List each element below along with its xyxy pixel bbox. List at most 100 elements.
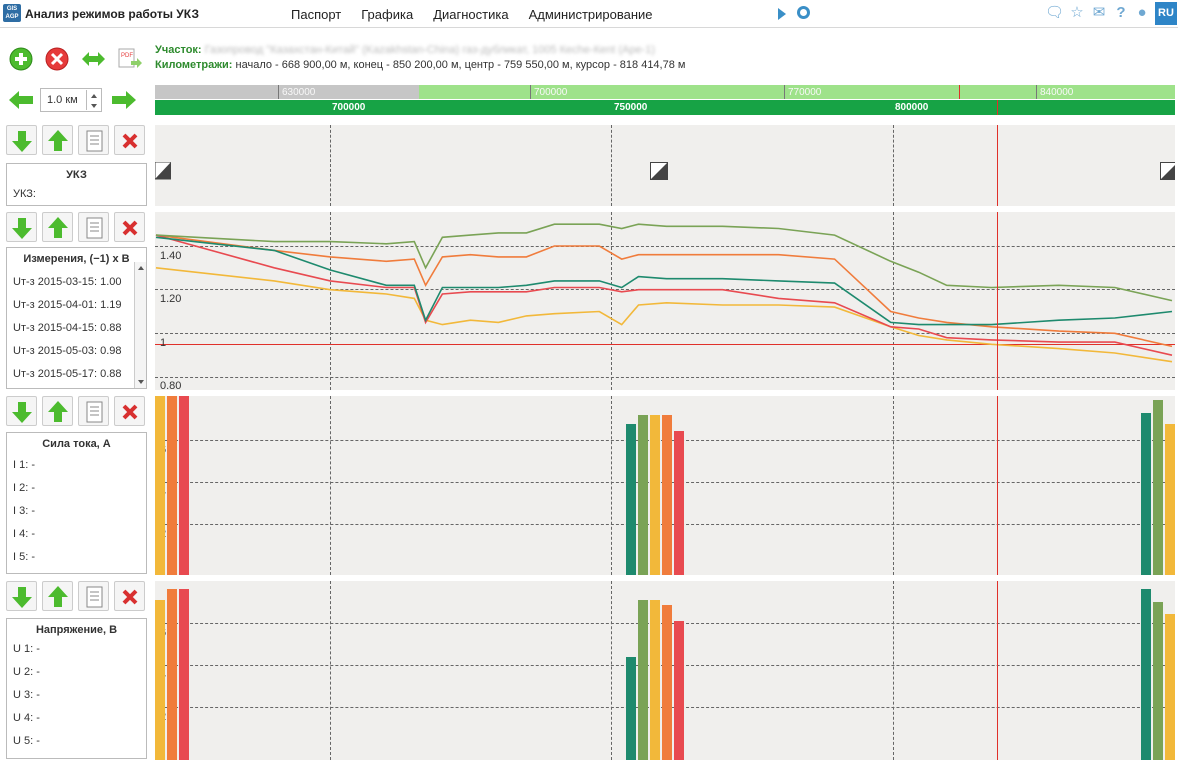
current-plot[interactable]: 6 4 2 — [155, 396, 1175, 575]
bar — [1152, 399, 1163, 575]
axis-bottom-tick: 700000 — [332, 102, 366, 113]
scale-value: 1.0 км — [47, 94, 78, 106]
star-icon[interactable]: ☆ — [1070, 4, 1084, 21]
bar — [626, 657, 637, 760]
remove-panel-button[interactable] — [114, 396, 145, 426]
measurement-series-line — [155, 267, 1173, 363]
delete-button[interactable] — [42, 44, 73, 74]
details-icon — [86, 217, 103, 239]
language-button[interactable]: RU — [1155, 2, 1177, 25]
bar — [674, 620, 685, 760]
menu-item-graphics[interactable]: Графика — [361, 7, 414, 22]
cursor-line — [997, 581, 998, 760]
move-up-button[interactable] — [42, 212, 73, 242]
grid-line — [893, 396, 894, 575]
scroll-left-button[interactable] — [6, 85, 37, 115]
details-button[interactable] — [78, 212, 109, 242]
top-bar: GIS AGP Анализ режимов работы УКЗ Паспор… — [0, 0, 1178, 28]
scroll-down-icon[interactable] — [135, 377, 147, 387]
play-icon[interactable] — [778, 8, 786, 20]
main-menu: Паспорт Графика Диагностика Администриро… — [291, 7, 653, 22]
ukz-title: УКЗ — [66, 169, 87, 181]
section-value: Газопровод "Казахстан-Китай" (Kazakhstan… — [204, 44, 656, 56]
move-up-button[interactable] — [42, 581, 73, 611]
measurement-series-line — [155, 223, 1173, 302]
scroll-up-icon[interactable] — [135, 263, 147, 273]
scroll-right-button[interactable] — [108, 85, 139, 115]
voltage-title: Напряжение, В — [35, 624, 118, 636]
overview-visible-range[interactable] — [419, 85, 1175, 99]
grid-line — [330, 581, 331, 760]
chat-icon[interactable]: 🗨 — [1045, 4, 1065, 21]
bar — [1140, 413, 1151, 575]
y-tick-label: 0.80 — [160, 380, 182, 390]
export-pdf-button[interactable]: PDF — [114, 44, 145, 74]
expand-button[interactable] — [78, 44, 109, 74]
voltage-item: U 1: - — [13, 643, 40, 655]
voltage-legend: Напряжение, В U 1: - U 2: - U 3: - U 4: … — [6, 618, 147, 759]
move-down-button[interactable] — [6, 581, 37, 611]
km-label: Километражи: — [155, 59, 233, 71]
remove-panel-button[interactable] — [114, 125, 145, 155]
voltage-item: U 3: - — [13, 689, 40, 701]
move-up-button[interactable] — [42, 396, 73, 426]
measurements-plot[interactable]: 1.40 1.20 1 0.80 — [155, 212, 1175, 390]
user-icon[interactable]: ● — [1137, 4, 1147, 21]
bar — [674, 431, 685, 575]
move-down-button[interactable] — [6, 212, 37, 242]
bar — [167, 588, 177, 760]
remove-panel-icon — [122, 133, 138, 149]
refresh-icon[interactable] — [797, 6, 810, 19]
ukz-marker-icon[interactable] — [650, 162, 668, 180]
details-button[interactable] — [78, 581, 109, 611]
menu-item-admin[interactable]: Администрирование — [528, 7, 653, 22]
mail-icon[interactable]: ✉ — [1092, 4, 1106, 21]
grid-line — [893, 212, 894, 390]
measurement-item: Uт-з 2015-05-17: 0.88 — [13, 368, 122, 380]
app-title: Анализ режимов работы УКЗ — [25, 7, 200, 21]
measurements-scrollbar[interactable] — [134, 262, 146, 388]
bar — [1152, 602, 1163, 760]
move-down-button[interactable] — [6, 396, 37, 426]
current-item: I 1: - — [13, 459, 36, 471]
axis-cursor-mark — [959, 85, 960, 99]
bar — [155, 600, 165, 760]
help-icon[interactable]: ? — [1116, 4, 1126, 21]
move-down-icon — [12, 402, 32, 423]
grid-line — [330, 396, 331, 575]
grid-line — [330, 212, 331, 390]
details-button[interactable] — [78, 396, 109, 426]
menu-item-passport[interactable]: Паспорт — [291, 7, 342, 22]
spinner-up-icon[interactable] — [86, 90, 100, 100]
move-up-button[interactable] — [42, 125, 73, 155]
current-title: Сила тока, А — [42, 438, 111, 450]
move-up-icon — [48, 217, 68, 238]
reference-line — [155, 344, 1175, 345]
remove-panel-icon — [122, 220, 138, 236]
scale-spinner[interactable]: 1.0 км — [40, 88, 102, 112]
add-button[interactable] — [6, 44, 37, 74]
move-down-button[interactable] — [6, 125, 37, 155]
bar — [662, 604, 673, 760]
measurement-item: Uт-з 2015-03-15: 1.00 — [13, 276, 122, 288]
menu-item-diagnostics[interactable]: Диагностика — [433, 7, 509, 22]
voltage-plot[interactable]: 6 4 2 — [155, 581, 1175, 760]
move-up-icon — [48, 130, 68, 151]
ukz-marker-icon[interactable] — [1160, 162, 1175, 180]
voltage-item: U 2: - — [13, 666, 40, 678]
ukz-plot[interactable] — [155, 125, 1175, 206]
spinner-down-icon[interactable] — [86, 100, 100, 110]
axis-tick-mark — [1036, 85, 1037, 99]
section-label: Участок: — [155, 44, 202, 56]
details-button[interactable] — [78, 125, 109, 155]
measurement-item: Uт-з 2015-04-01: 1.19 — [13, 299, 122, 311]
current-legend: Сила тока, А I 1: - I 2: - I 3: - I 4: -… — [6, 432, 147, 574]
km-value: начало - 668 900,00 м, конец - 850 200,0… — [235, 59, 686, 71]
cursor-line — [997, 212, 998, 390]
remove-panel-button[interactable] — [114, 581, 145, 611]
remove-panel-button[interactable] — [114, 212, 145, 242]
grid-line — [893, 125, 894, 206]
ukz-marker-icon[interactable] — [155, 162, 171, 180]
svg-text:PDF: PDF — [121, 53, 133, 59]
